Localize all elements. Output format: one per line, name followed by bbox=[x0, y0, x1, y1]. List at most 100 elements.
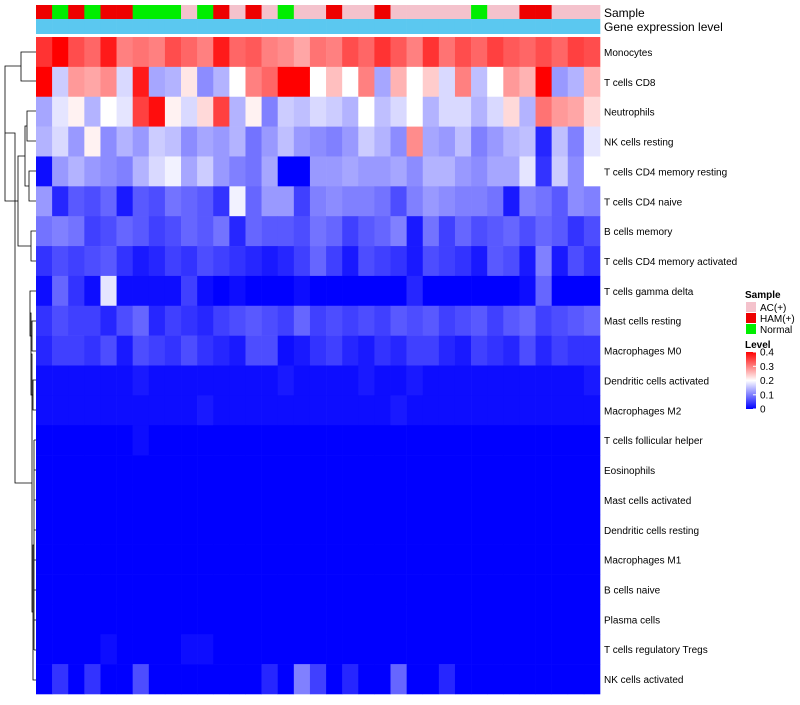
heatmap-cell bbox=[261, 574, 279, 605]
heatmap-cell bbox=[164, 514, 182, 545]
heatmap-cell bbox=[374, 156, 391, 187]
heatmap-cell bbox=[342, 365, 359, 396]
heatmap-cell bbox=[277, 126, 295, 157]
heatmap-cell bbox=[164, 365, 182, 396]
heatmap-cell bbox=[454, 37, 472, 68]
heatmap-cell bbox=[36, 664, 53, 695]
heatmap-cell bbox=[84, 156, 101, 187]
heatmap-cell bbox=[583, 484, 601, 516]
row-label: Neutrophils bbox=[604, 108, 655, 119]
heatmap-cell bbox=[567, 544, 585, 575]
dendrogram-branch bbox=[26, 110, 36, 142]
heatmap-cell bbox=[535, 574, 552, 605]
heatmap-cell bbox=[519, 604, 536, 635]
heatmap-cell bbox=[181, 305, 198, 336]
heatmap-cell bbox=[277, 37, 295, 68]
heatmap-cell bbox=[406, 66, 424, 98]
heatmap-cell bbox=[326, 425, 343, 456]
heatmap-cell bbox=[535, 335, 552, 366]
heatmap-cell bbox=[245, 395, 262, 426]
heatmap-cell bbox=[261, 126, 279, 157]
heatmap-cell bbox=[100, 664, 117, 695]
heatmap-cell bbox=[132, 96, 150, 127]
row-label: T cells CD4 memory activated bbox=[604, 257, 737, 268]
heatmap-cell bbox=[293, 544, 311, 575]
heatmap-cell bbox=[471, 484, 488, 516]
heatmap-cell bbox=[326, 455, 343, 486]
heatmap-cell bbox=[164, 335, 182, 366]
heatmap-cell bbox=[261, 156, 279, 187]
heatmap-cell bbox=[277, 305, 295, 336]
heatmap-cell bbox=[342, 484, 359, 516]
heatmap-cell bbox=[100, 186, 117, 217]
heatmap-cell bbox=[181, 186, 198, 217]
heatmap-cell bbox=[374, 455, 391, 486]
heatmap-cell bbox=[342, 126, 359, 157]
heatmap-cell bbox=[390, 574, 407, 605]
heatmap-cell bbox=[535, 275, 552, 307]
heatmap-cell bbox=[197, 186, 214, 217]
heatmap-cell bbox=[454, 514, 472, 545]
heatmap-cell bbox=[503, 96, 520, 127]
heatmap-cell bbox=[164, 156, 182, 187]
heatmap-cell bbox=[422, 514, 440, 545]
heatmap-cell bbox=[245, 216, 262, 247]
heatmap-cell bbox=[487, 186, 504, 217]
heatmap-cell bbox=[229, 365, 246, 396]
heatmap-cell bbox=[293, 365, 311, 396]
heatmap-cell bbox=[567, 425, 585, 456]
heatmap-cell bbox=[213, 246, 230, 277]
heatmap-cell bbox=[374, 544, 391, 575]
heatmap-cell bbox=[84, 66, 101, 98]
heatmap-cell bbox=[535, 96, 552, 127]
heatmap-cell bbox=[148, 216, 166, 247]
heatmap-cell bbox=[374, 186, 391, 217]
heatmap-cell bbox=[390, 395, 407, 426]
heatmap-cell bbox=[535, 246, 552, 277]
heatmap-cell bbox=[197, 126, 214, 157]
heatmap-cell bbox=[213, 37, 230, 68]
heatmap-cell bbox=[487, 365, 504, 396]
heatmap-cell bbox=[567, 186, 585, 217]
heatmap-cell bbox=[277, 275, 295, 307]
heatmap-cell bbox=[422, 544, 440, 575]
heatmap-cell bbox=[197, 37, 214, 68]
heatmap-cell bbox=[583, 574, 601, 605]
dendrogram-branch bbox=[30, 230, 36, 262]
heatmap-cell bbox=[181, 604, 198, 635]
heatmap-cell bbox=[213, 544, 230, 575]
heatmap-cell bbox=[293, 395, 311, 426]
sample-cell bbox=[406, 5, 424, 19]
heatmap-cell bbox=[342, 216, 359, 247]
heatmap-cell bbox=[229, 455, 246, 486]
heatmap-cell bbox=[422, 604, 440, 635]
heatmap-cell bbox=[503, 634, 520, 665]
heatmap-cell bbox=[471, 216, 488, 247]
heatmap-cell bbox=[132, 37, 150, 68]
heatmap-cell bbox=[487, 37, 504, 68]
heatmap-cell bbox=[326, 514, 343, 545]
heatmap-cell bbox=[100, 574, 117, 605]
heatmap-cell bbox=[487, 96, 504, 127]
heatmap-cell bbox=[261, 275, 279, 307]
heatmap-cell bbox=[503, 246, 520, 277]
heatmap-cell bbox=[422, 96, 440, 127]
heatmap-cell bbox=[471, 365, 488, 396]
heatmap-cell bbox=[342, 455, 359, 486]
heatmap-cell bbox=[422, 395, 440, 426]
level-tick-label: 0.2 bbox=[760, 376, 774, 387]
heatmap-cell bbox=[503, 514, 520, 545]
heatmap-cell bbox=[487, 425, 504, 456]
heatmap-cell bbox=[454, 484, 472, 516]
heatmap-cell bbox=[326, 365, 343, 396]
heatmap-cell bbox=[293, 455, 311, 486]
heatmap-cell bbox=[567, 275, 585, 307]
heatmap-cell bbox=[422, 246, 440, 277]
heatmap-cell bbox=[551, 455, 569, 486]
heatmap-cell bbox=[36, 186, 53, 217]
heatmap-cell bbox=[100, 484, 117, 516]
heatmap-cell bbox=[309, 484, 327, 516]
row-label: T cells follicular helper bbox=[604, 436, 703, 447]
heatmap-cell bbox=[229, 246, 246, 277]
